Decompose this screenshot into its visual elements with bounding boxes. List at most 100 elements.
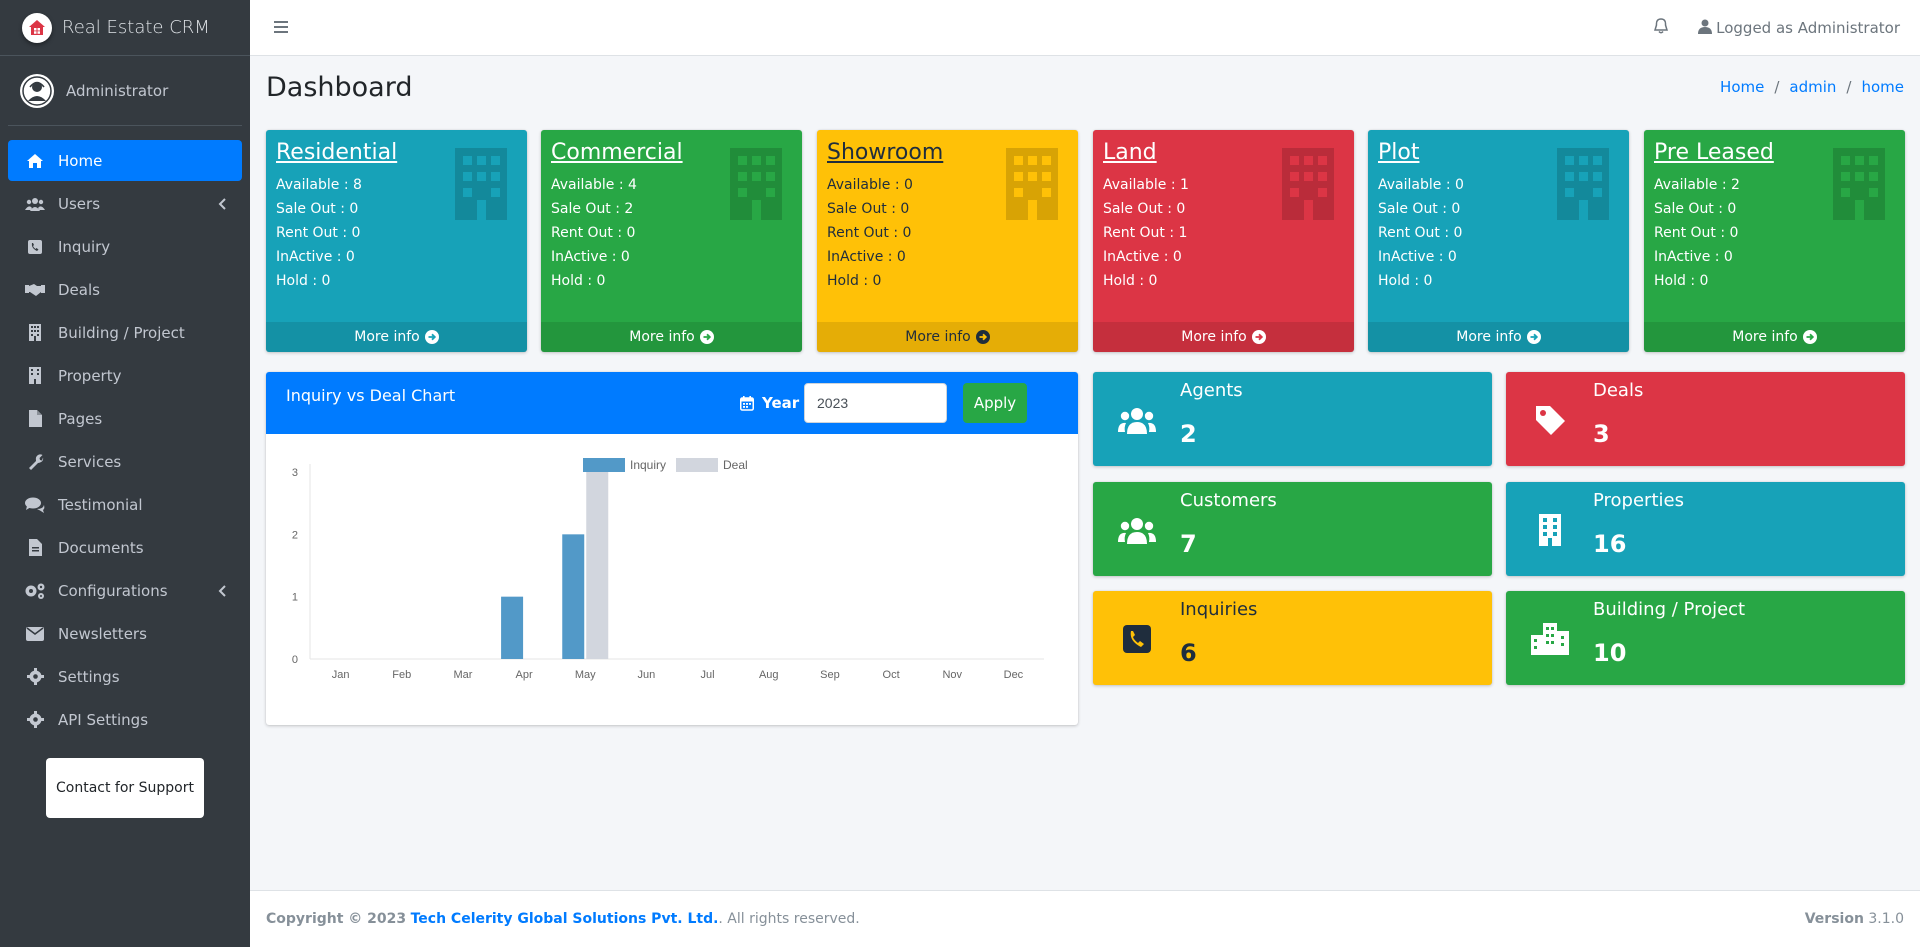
sidebar-item-settings[interactable]: Settings	[8, 656, 242, 697]
legend-swatch-deal	[676, 458, 718, 472]
more-info-link[interactable]: More info	[266, 322, 527, 352]
sidebar-item-label: API Settings	[58, 710, 149, 729]
x-tick-label: May	[575, 669, 596, 681]
sidebar-item-documents[interactable]: Documents	[8, 527, 242, 568]
info-box-number: 7	[1180, 530, 1197, 558]
info-box-label: Customers	[1180, 490, 1277, 511]
property-box-commercial: Commercial Available : 4 Sale Out : 2 Rent …	[541, 130, 802, 352]
available-count: Available : 2	[1654, 177, 1740, 193]
sidebar-item-home[interactable]: Home	[8, 140, 242, 181]
phone-icon	[1117, 619, 1157, 659]
users-icon	[24, 195, 46, 213]
document-icon	[24, 539, 46, 557]
hold-count: Hold : 0	[276, 273, 331, 289]
sidebar-item-api-settings[interactable]: API Settings	[8, 699, 242, 740]
legend-label-inquiry: Inquiry	[630, 458, 666, 472]
property-type-title[interactable]: Land	[1103, 140, 1157, 165]
wrench-icon	[24, 453, 46, 471]
property-type-title[interactable]: Pre Leased	[1654, 140, 1774, 165]
sidebar-item-inquiry[interactable]: Inquiry	[8, 226, 242, 267]
info-box-agents[interactable]: Agents 2	[1093, 372, 1492, 466]
breadcrumb-current[interactable]: home	[1861, 78, 1904, 96]
info-box-customers[interactable]: Customers 7	[1093, 482, 1492, 576]
users-icon	[1117, 400, 1157, 440]
sidebar-item-label: Settings	[58, 667, 120, 686]
comments-icon	[24, 496, 46, 514]
property-type-title[interactable]: Plot	[1378, 140, 1420, 165]
hold-count: Hold : 0	[1654, 273, 1709, 289]
inquiry-icon	[24, 238, 46, 256]
bell-icon[interactable]	[1654, 18, 1669, 38]
more-info-link[interactable]: More info	[817, 322, 1078, 352]
chart-card-title: Inquiry vs Deal Chart	[286, 386, 456, 405]
breadcrumb-admin-link[interactable]: admin	[1789, 78, 1837, 96]
sale-out-count: Sale Out : 0	[1103, 201, 1186, 217]
building-icon	[1002, 148, 1062, 224]
sidebar-item-label: Services	[58, 452, 122, 471]
info-box-number: 10	[1593, 639, 1627, 667]
chevron-left-icon	[218, 583, 226, 601]
envelope-icon	[24, 625, 46, 643]
sidebar-item-label: Configurations	[58, 581, 168, 600]
sidebar-item-pages[interactable]: Pages	[8, 398, 242, 439]
apply-button[interactable]: Apply	[963, 383, 1027, 423]
info-box-deals[interactable]: Deals 3	[1506, 372, 1905, 466]
sidebar-item-label: Deals	[58, 280, 100, 299]
avatar	[20, 73, 54, 108]
contact-support-button[interactable]: Contact for Support	[46, 758, 204, 818]
rent-out-count: Rent Out : 0	[1654, 225, 1739, 241]
y-tick-label: 1	[292, 592, 298, 604]
property-box-pre-leased: Pre Leased Available : 2 Sale Out : 0 Rent …	[1644, 130, 1905, 352]
building-icon	[451, 148, 511, 224]
page-title: Dashboard	[266, 72, 413, 103]
property-type-title[interactable]: Residential	[276, 140, 398, 165]
year-input[interactable]	[804, 383, 947, 423]
property-box-inner: Land Available : 1 Sale Out : 0 Rent Out : …	[1093, 130, 1354, 303]
bar-inquiry-apr	[501, 596, 524, 659]
sidebar-item-building-project[interactable]: Building / Project	[8, 312, 242, 353]
info-box-building-project[interactable]: Building / Project 10	[1506, 591, 1905, 685]
brand-link[interactable]: Real Estate CRM	[0, 0, 250, 56]
arrow-circle-right-icon	[975, 330, 990, 344]
y-tick-label: 2	[292, 529, 298, 541]
user-icon	[1698, 19, 1713, 38]
logged-user-link[interactable]: Logged as Administrator	[1716, 19, 1900, 37]
info-box-inquiries[interactable]: Inquiries 6	[1093, 591, 1492, 685]
more-info-link[interactable]: More info	[541, 322, 802, 352]
building-icon	[1553, 148, 1613, 224]
property-type-title[interactable]: Showroom	[827, 140, 944, 165]
sidebar-item-users[interactable]: Users	[8, 183, 242, 224]
property-box-inner: Pre Leased Available : 2 Sale Out : 0 Rent …	[1644, 130, 1905, 303]
company-link[interactable]: Tech Celerity Global Solutions Pvt. Ltd.	[410, 911, 719, 927]
x-tick-label: Sep	[820, 669, 840, 681]
property-box-showroom: Showroom Available : 0 Sale Out : 0 Rent Ou…	[817, 130, 1078, 352]
inquiry-deal-bar-chart: 0 1 2 3 Jan Feb Mar Apr May Jun Jul Aug Sep Oct Nov Dec…	[292, 458, 1044, 681]
top-navbar: Logged as Administrator	[250, 0, 1920, 56]
sidebar-item-newsletters[interactable]: Newsletters	[8, 613, 242, 654]
y-tick-label: 3	[292, 467, 298, 479]
sidebar-item-deals[interactable]: Deals	[8, 269, 242, 310]
more-info-link[interactable]: More info	[1644, 322, 1905, 352]
more-info-link[interactable]: More info	[1093, 322, 1354, 352]
sale-out-count: Sale Out : 0	[1654, 201, 1737, 217]
info-box-properties[interactable]: Properties 16	[1506, 482, 1905, 576]
x-tick-label: Apr	[516, 669, 533, 681]
breadcrumb-home-link[interactable]: Home	[1720, 78, 1765, 96]
home-icon	[24, 152, 46, 170]
sidebar-item-services[interactable]: Services	[8, 441, 242, 482]
info-box-label: Inquiries	[1180, 599, 1258, 620]
sale-out-count: Sale Out : 2	[551, 201, 634, 217]
user-panel[interactable]: Administrator	[8, 56, 242, 126]
hamburger-menu-icon[interactable]	[274, 18, 288, 37]
property-box-residential: Residential Available : 8 Sale Out : 0 Rent…	[266, 130, 527, 352]
more-info-link[interactable]: More info	[1368, 322, 1629, 352]
x-tick-label: Oct	[883, 669, 900, 681]
sidebar-item-configurations[interactable]: Configurations	[8, 570, 242, 611]
sidebar-item-testimonial[interactable]: Testimonial	[8, 484, 242, 525]
property-type-title[interactable]: Commercial	[551, 140, 683, 165]
info-box-label: Agents	[1180, 380, 1243, 401]
building-icon	[1829, 148, 1889, 224]
sidebar-menu: Home Users Inquiry Deals Building / Proj…	[0, 140, 250, 740]
navbar-right: Logged as Administrator	[1654, 0, 1900, 56]
sidebar-item-property[interactable]: Property	[8, 355, 242, 396]
